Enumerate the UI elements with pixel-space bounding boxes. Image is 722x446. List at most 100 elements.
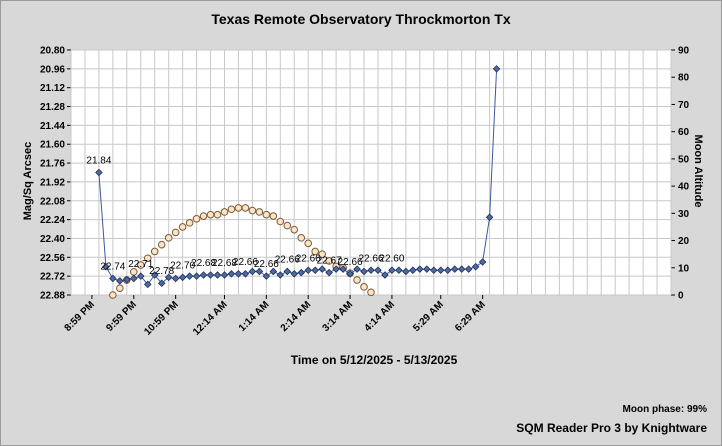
sqm-point	[402, 267, 410, 276]
sqm-point	[297, 268, 305, 277]
sqm-point	[492, 65, 501, 73]
sqm-point	[164, 273, 173, 282]
y-left-tick-label: 22.88	[40, 291, 65, 302]
sqm-value-label: 22.74	[100, 262, 125, 273]
sqm-point	[109, 274, 117, 283]
sqm-value-label: 22.66	[254, 259, 279, 270]
sqm-point	[339, 265, 347, 273]
sqm-point	[360, 267, 368, 276]
sqm-point	[346, 270, 354, 278]
sqm-point	[171, 274, 180, 283]
y-left-tick-label: 22.56	[40, 253, 65, 264]
sqm-point	[262, 272, 271, 280]
moon-altitude-point	[199, 212, 208, 220]
moon-altitude-point	[192, 214, 201, 223]
sqm-point	[374, 266, 382, 275]
sqm-point	[450, 265, 459, 273]
x-tick-label: 2:14 AM	[279, 299, 314, 334]
sqm-value-label: 22.60	[379, 253, 404, 264]
sqm-point	[255, 267, 264, 276]
sqm-point	[116, 277, 124, 285]
sqm-point	[192, 272, 201, 280]
sqm-point	[185, 272, 194, 280]
y-right-tick-label: 80	[678, 73, 690, 84]
moon-altitude-point	[269, 212, 278, 220]
y-right-tick-label: 90	[678, 46, 690, 57]
sqm-value-label: 22.70	[170, 260, 195, 271]
y-left-tick-label: 22.40	[40, 234, 65, 245]
sqm-point	[353, 265, 361, 273]
sqm-value-label: 22.66	[296, 253, 321, 264]
sqm-value-label: 22.68	[191, 258, 216, 269]
y-right-tick-label: 10	[678, 263, 690, 274]
moon-altitude-point	[150, 247, 159, 256]
x-tick-label: 8:59 PM	[63, 299, 98, 334]
moon-altitude-point	[248, 206, 257, 215]
sqm-point	[241, 270, 250, 278]
sqm-value-label: 22.71	[128, 259, 153, 270]
sqm-point	[437, 266, 445, 275]
y-right-tick-label: 70	[678, 100, 690, 111]
y-right-tick-label: 20	[678, 236, 690, 247]
sqm-value-label: 22.66	[233, 257, 258, 268]
x-tick-label: 5:29 AM	[411, 299, 446, 334]
sqm-point	[269, 267, 278, 276]
sqm-point	[395, 266, 403, 275]
moon-altitude-point	[325, 257, 333, 265]
sqm-point	[178, 273, 187, 282]
sqm-value-label: 21.84	[86, 156, 111, 167]
credit-text: SQM Reader Pro 3 by Knightware	[516, 421, 707, 435]
sqm-value-label: 22.66	[275, 254, 300, 265]
sqm-point	[143, 280, 152, 289]
x-tick-label: 4:14 AM	[362, 299, 397, 334]
x-tick-label: 10:59 PM	[142, 299, 180, 337]
moon-altitude-point	[157, 240, 166, 249]
moon-altitude-point	[220, 208, 229, 216]
sqm-point	[409, 266, 417, 275]
moon-altitude-point	[213, 210, 222, 219]
sqm-point	[485, 213, 494, 222]
sqm-point	[464, 265, 473, 273]
moon-altitude-point	[116, 284, 124, 292]
sqm-point	[206, 271, 215, 279]
sqm-point	[227, 270, 236, 278]
sqm-value-label: 22.78	[149, 266, 174, 277]
sqm-point	[318, 265, 326, 273]
moon-altitude-point	[262, 210, 271, 219]
y-left-tick-label: 21.76	[40, 159, 65, 170]
moon-altitude-point	[143, 254, 152, 263]
sqm-value-label: 22.66	[358, 253, 383, 264]
sqm-point	[102, 262, 110, 271]
y-right-tick-label: 50	[678, 154, 690, 165]
moon-altitude-point	[109, 291, 117, 299]
y-left-tick-label: 22.72	[40, 272, 65, 283]
sqm-point	[95, 168, 103, 177]
sqm-point	[457, 265, 466, 273]
moon-altitude-point	[227, 205, 236, 214]
sqm-value-label: 22.66	[338, 257, 363, 268]
y-right-tick-label: 30	[678, 209, 690, 220]
sqm-point	[381, 271, 389, 279]
moon-altitude-point	[185, 219, 194, 227]
y-left-tick-label: 21.28	[40, 102, 65, 113]
moon-altitude-point	[318, 250, 326, 258]
sqm-value-label: 22.67	[317, 256, 342, 267]
moon-altitude-point	[206, 210, 215, 219]
moon-altitude-point	[290, 225, 299, 234]
sqm-point	[234, 270, 243, 278]
sqm-point	[283, 267, 292, 276]
sqm-point	[325, 268, 333, 277]
y-left-tick-label: 22.24	[40, 215, 65, 226]
moon-altitude-point	[304, 239, 313, 248]
sqm-point	[157, 279, 166, 287]
sqm-point	[388, 266, 396, 275]
sqm-point	[311, 266, 319, 275]
sqm-value-label: 22.68	[212, 258, 237, 269]
sqm-series-line	[98, 68, 498, 286]
moon-altitude-point	[241, 204, 250, 212]
y-left-tick-label: 20.80	[40, 46, 65, 57]
sqm-point	[430, 266, 438, 275]
sqm-point	[332, 265, 340, 273]
y-right-tick-label: 0	[678, 291, 684, 302]
